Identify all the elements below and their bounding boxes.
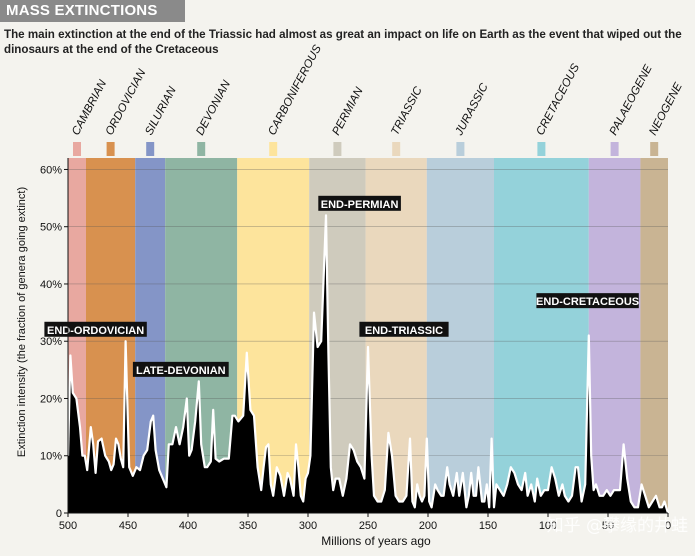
- period-marker: [197, 142, 206, 156]
- annotations: END-ORDOVICIAN LATE-DEVONIAN END-PERMIAN EN…: [44, 195, 639, 377]
- period-label: CAMBRIAN: [70, 78, 109, 138]
- x-tick-label: 100: [539, 520, 557, 532]
- period-band: [588, 158, 641, 513]
- x-tick-label: 400: [179, 520, 197, 532]
- annotation-box: [132, 361, 229, 377]
- y-axis-label: Extinction intensity (the fraction of ge…: [16, 187, 28, 457]
- period-marker: [333, 142, 342, 156]
- period-label: DEVONIAN: [194, 78, 233, 137]
- period-band: [640, 158, 668, 513]
- period-marker: [73, 142, 81, 156]
- period-marker: [392, 142, 401, 156]
- x-tick-label: 250: [359, 520, 377, 532]
- chart-title: MASS EXTINCTIONS: [6, 2, 158, 19]
- watermark: 知乎 @攀缘的井蛙: [547, 516, 688, 536]
- period-label: JURASSIC: [453, 81, 491, 138]
- chart-subtitle: The main extinction at the end of the Tr…: [4, 28, 682, 56]
- x-tick-label: 150: [479, 520, 497, 532]
- annotation-label: LATE-DEVONIAN: [136, 365, 226, 377]
- period-marker: [537, 142, 546, 156]
- y-tick-label: 40%: [40, 279, 62, 291]
- x-tick-label: 300: [299, 520, 317, 532]
- extinction-line: [66, 214, 670, 514]
- annotation-label: END-CRETACEOUS: [536, 296, 639, 308]
- y-tick-label: 30%: [40, 336, 62, 348]
- annotation-label: END-TRIASSIC: [365, 325, 443, 337]
- period-marker: [146, 142, 155, 156]
- period-marker: [269, 142, 278, 156]
- y-tick-label: 50%: [40, 222, 62, 234]
- period-label: PERMIAN: [330, 85, 366, 138]
- x-tick-label: 450: [119, 520, 137, 532]
- period-label: PALAEOGENE: [608, 63, 655, 138]
- y-tick-label: 0: [56, 508, 62, 520]
- period-marker: [456, 142, 465, 156]
- x-tick-label: 350: [239, 520, 257, 532]
- period-label: NEOGENE: [647, 81, 685, 138]
- x-tick-label: 0: [665, 520, 671, 532]
- annotation-box: [536, 293, 639, 309]
- y-tick-label: 60%: [40, 164, 62, 176]
- period-marker: [106, 142, 115, 156]
- annotation-box: [318, 195, 401, 211]
- annotation-box: [359, 321, 449, 337]
- period-label: CARBONIFEROUS: [266, 43, 324, 137]
- y-tick-label: 10%: [40, 451, 62, 463]
- x-tick-label: 50: [602, 520, 614, 532]
- y-tick-label: 20%: [40, 393, 62, 405]
- period-marker: [650, 142, 659, 156]
- period-label: TRIASSIC: [389, 84, 425, 137]
- annotation-label: END-ORDOVICIAN: [47, 325, 144, 337]
- header-bar: MASS EXTINCTIONS: [0, 0, 185, 22]
- period-label: ORDOVICIAN: [104, 67, 149, 138]
- period-label: CRETACEOUS: [534, 62, 582, 138]
- annotation-label: END-PERMIAN: [321, 199, 399, 211]
- x-axis-label: Millions of years ago: [321, 534, 431, 548]
- axes: 010%20%30%40%50%60%500 450 400 350 300 250 200…: [40, 158, 671, 532]
- x-tick-label: 500: [59, 520, 77, 532]
- annotation-box: [44, 321, 147, 337]
- period-label: SILURIAN: [143, 84, 179, 137]
- x-tick-label: 200: [419, 520, 437, 532]
- period-band: [494, 158, 589, 513]
- period-marker: [610, 142, 619, 156]
